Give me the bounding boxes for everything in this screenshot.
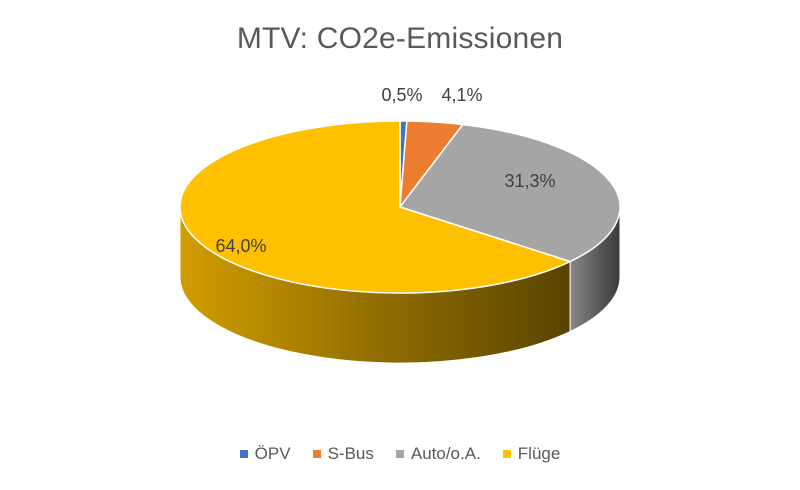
legend-label-0: ÖPV (254, 444, 291, 463)
pie-slice-3 (179, 120, 573, 294)
legend: ÖPV S-Bus Auto/o.A. Flüge (0, 444, 800, 464)
legend-swatch-3 (502, 450, 511, 458)
legend-item-1: S-Bus (312, 444, 374, 464)
data-label-3: 64,0% (215, 236, 266, 256)
legend-label-2: Auto/o.A. (410, 444, 481, 463)
data-label-1: 4,1% (441, 85, 482, 105)
data-labels: 0,5% 4,1% 31,3% 64,0% (215, 85, 555, 256)
legend-item-0: ÖPV (239, 444, 291, 464)
legend-swatch-0 (239, 450, 248, 458)
chart-title: MTV: CO2e-Emissionen (236, 22, 564, 55)
pie-slice-2 (398, 123, 621, 263)
data-label-0: 0,5% (381, 85, 422, 105)
legend-swatch-1 (312, 450, 321, 458)
legend-swatch-2 (395, 450, 404, 458)
legend-label-1: S-Bus (327, 444, 374, 463)
legend-item-3: Flüge (502, 444, 561, 464)
legend-label-3: Flüge (517, 444, 561, 463)
legend-item-2: Auto/o.A. (395, 444, 481, 464)
data-label-2: 31,3% (504, 171, 555, 191)
pie-top-faces (179, 120, 621, 294)
